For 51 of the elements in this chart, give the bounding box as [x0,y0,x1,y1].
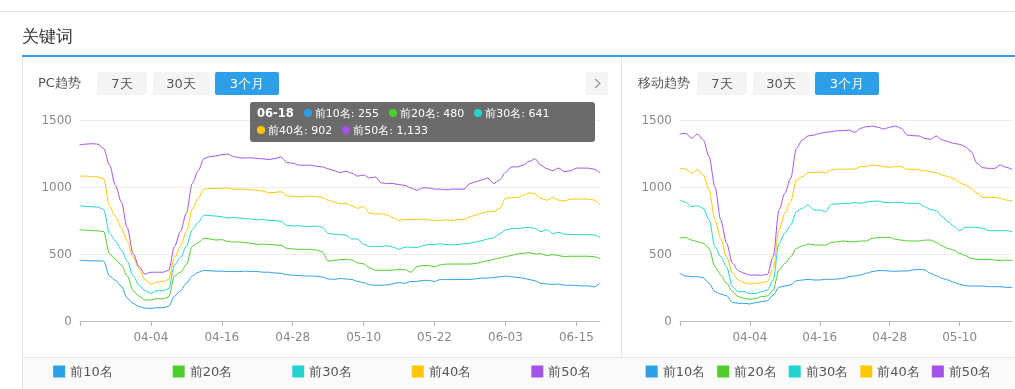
line-series [679,125,1013,276]
annotation: 前40名: 902 [268,124,333,137]
x-tick-label: 04-16 [802,330,838,344]
x-tick-label: 04-16 [204,330,240,344]
x-tick-label: 05-10 [346,330,382,344]
text: 7天 [697,72,747,95]
x-tick-label: 04-04 [732,330,768,344]
line-series [679,236,1013,300]
text: 3个月 [815,72,879,95]
text: 7天 [97,72,147,95]
legend-label: 前50名 [948,364,992,379]
y-tick-label: 1000 [41,180,72,194]
legend-label: 前30名 [309,364,352,379]
y-tick-label: 1000 [641,180,672,194]
y-tick-label: 500 [49,247,72,261]
x-tick-label: 04-28 [872,330,908,344]
line-series [79,205,601,294]
line-series [79,229,601,301]
tooltip-box: 06-18 前10名: 255 前20名: 480 前30名: 641 前40名: 902 前50名: 1,133 [250,102,595,142]
x-tick-label: 06-15 [558,330,594,344]
text: 关键词 [22,25,73,48]
y-tick-label: 1500 [41,113,72,127]
line-series [79,175,601,285]
y-tick-label: 0 [64,314,72,328]
legend-label: 前50名 [548,364,591,379]
chart-title: 移动趋势 [638,74,690,92]
line-series [679,164,1013,285]
x-tick-label: 04-04 [133,330,169,344]
y-tick-label: 500 [649,247,672,261]
legend-label: 前20名 [734,364,777,379]
legend-label: 前30名 [805,364,849,379]
chart-title: PC趋势 [38,74,81,92]
x-tick-label: 04-28 [275,330,311,344]
line-series [679,199,1013,295]
legend-label: 前10名 [662,364,706,379]
line-series [679,268,1013,305]
y-tick-label: 0 [664,314,672,328]
legend-label: 前40名 [428,364,472,379]
line-series [79,143,601,275]
x-tick-label: 05-22 [417,330,452,344]
legend-label: 前10名 [70,364,113,379]
y-tick-label: 1500 [641,113,672,127]
line-series [79,259,601,309]
legend-label: 前40名 [877,364,920,379]
annotation: 前50名: 1,133 [353,124,428,137]
text: 30天 [753,72,809,95]
legend-label: 前20名 [189,364,233,379]
text: 3个月 [215,72,279,95]
text: 30天 [153,72,209,95]
x-tick-label: 05-10 [942,330,978,344]
x-tick-label: 06-03 [488,330,523,344]
